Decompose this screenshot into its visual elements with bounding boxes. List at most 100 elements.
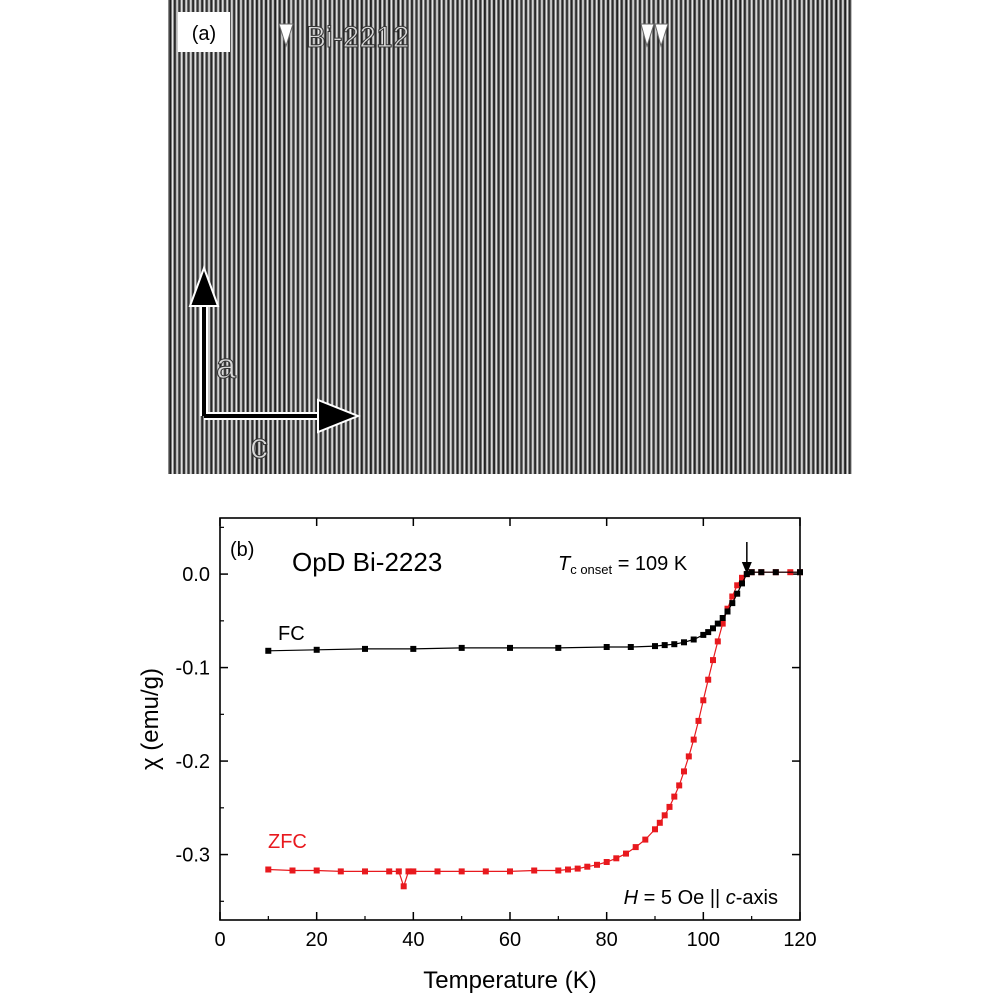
data-point-zfc	[594, 861, 600, 868]
lattice-fringes	[169, 0, 852, 474]
micrograph-panel: (a) Bi-2212 a c	[168, 0, 852, 474]
data-point-zfc	[434, 868, 441, 875]
data-series	[265, 569, 803, 890]
field-annotation: H = 5 Oe || c-axis	[624, 887, 778, 909]
y-tick-label: -0.2	[176, 751, 210, 773]
data-point-fc	[748, 569, 755, 576]
data-point-fc	[758, 569, 765, 576]
data-point-fc	[507, 644, 513, 651]
defect-marker-triangle	[640, 23, 655, 48]
axis-c-arrowhead	[317, 398, 361, 434]
data-point-fc	[739, 580, 745, 587]
y-tick-label: -0.1	[176, 658, 210, 680]
data-point-zfc	[337, 868, 344, 875]
data-point-zfc	[671, 793, 678, 800]
axis-a-arrowhead	[188, 265, 220, 307]
data-point-zfc	[395, 868, 402, 875]
data-point-zfc	[400, 883, 407, 890]
tc-subscript: c onset	[570, 562, 612, 577]
micrograph-title: Bi-2212	[306, 21, 409, 54]
chart-title: OpD Bi-2223	[292, 547, 442, 577]
x-tick-label: 120	[783, 929, 816, 951]
data-point-zfc	[734, 582, 741, 589]
field-mid: = 5 Oe ||	[638, 887, 726, 909]
data-point-zfc	[362, 868, 368, 875]
tc-arrow-icon	[741, 542, 752, 574]
data-point-zfc	[719, 620, 726, 627]
data-point-fc	[313, 646, 320, 653]
data-point-zfc	[507, 868, 513, 875]
data-point-zfc	[666, 803, 673, 810]
y-axis-label: χ (emu/g)	[137, 668, 164, 770]
y-tick-label: -0.3	[176, 845, 210, 867]
field-symbol: H	[624, 887, 639, 909]
data-point-zfc	[410, 868, 417, 875]
data-point-zfc	[555, 867, 562, 874]
data-point-fc	[700, 631, 707, 638]
data-point-fc	[458, 644, 465, 651]
micrograph-image: (a) Bi-2212 a c	[168, 0, 852, 474]
data-point-zfc	[676, 782, 683, 789]
data-point-zfc	[632, 844, 639, 851]
data-point-zfc	[574, 865, 581, 872]
data-point-zfc	[661, 812, 668, 819]
tc-symbol: T	[558, 553, 572, 575]
defect-marker-triangle	[654, 23, 669, 48]
data-point-zfc	[681, 768, 687, 775]
data-point-fc	[555, 644, 562, 651]
data-point-fc	[410, 645, 417, 652]
data-point-fc	[627, 644, 634, 650]
data-point-fc	[652, 643, 658, 650]
data-point-fc	[724, 608, 731, 615]
susceptibility-chart: 0 20 40 60 80 100 120 0.0 -0.1 -0.2 -0.3 (b) OpD …	[0, 500, 1000, 1000]
data-point-zfc	[685, 753, 692, 760]
data-point-zfc	[705, 676, 712, 683]
panel-a-label-box	[178, 12, 230, 52]
fc-series-label: FC	[278, 623, 305, 645]
data-point-zfc	[265, 866, 272, 873]
y-axis-ticks: 0.0 -0.1 -0.2 -0.3	[176, 526, 800, 902]
data-point-zfc	[695, 717, 702, 724]
crystal-axes: a c	[188, 265, 361, 467]
x-axis-ticks: 0 20 40 60 80 100 120	[214, 518, 817, 951]
data-point-fc	[797, 569, 803, 576]
x-tick-label: 80	[596, 929, 618, 951]
data-point-zfc	[729, 593, 736, 600]
data-point-fc	[690, 636, 697, 643]
data-point-fc	[661, 642, 668, 649]
data-point-zfc	[565, 866, 571, 873]
data-point-zfc	[739, 574, 745, 581]
axis-c-label: c	[250, 425, 268, 466]
tc-value: = 109 K	[612, 553, 688, 575]
y-tick-label: 0.0	[182, 564, 210, 586]
data-point-zfc	[405, 868, 412, 875]
panel-b-label: (b)	[230, 539, 254, 561]
data-point-fc	[705, 629, 712, 636]
data-point-fc	[714, 620, 721, 627]
axis-a-label: a	[216, 345, 237, 386]
x-tick-label: 40	[402, 929, 424, 951]
data-point-fc	[710, 625, 716, 632]
x-tick-label: 100	[687, 929, 720, 951]
data-point-zfc	[613, 855, 620, 862]
data-point-fc	[734, 590, 741, 597]
data-point-zfc	[584, 863, 591, 870]
panel-a-label: (a)	[192, 23, 216, 45]
data-point-fc	[681, 639, 687, 646]
zfc-series-label: ZFC	[268, 831, 307, 853]
data-point-fc	[671, 641, 678, 648]
x-axis-label: Temperature (K)	[423, 967, 596, 994]
data-point-zfc	[313, 867, 320, 874]
data-point-zfc	[700, 697, 707, 704]
x-tick-label: 20	[306, 929, 328, 951]
data-point-fc	[729, 600, 736, 607]
data-point-zfc	[386, 868, 393, 875]
data-point-zfc	[690, 736, 697, 743]
data-point-zfc	[289, 867, 296, 874]
data-point-zfc	[710, 657, 716, 664]
tc-annotation: Tc onset = 109 K	[558, 553, 688, 577]
tc-arrow-head	[741, 562, 752, 574]
data-point-fc	[719, 615, 726, 621]
data-point-zfc	[656, 819, 663, 826]
data-point-zfc	[531, 867, 538, 874]
